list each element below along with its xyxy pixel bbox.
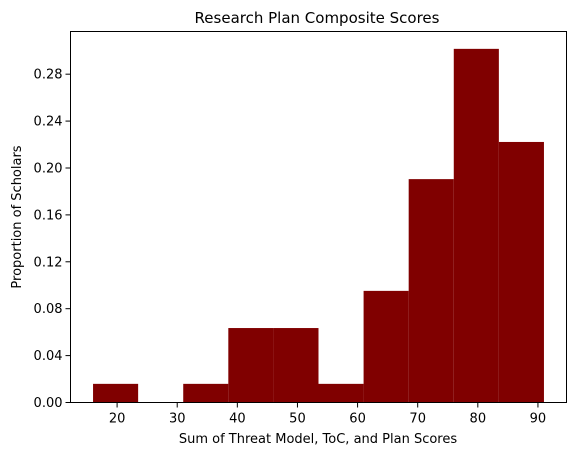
histogram-bar-4 [273, 328, 319, 403]
chart-title: Research Plan Composite Scores [195, 9, 440, 27]
histogram-bar-5 [318, 383, 364, 403]
histogram-bar-9 [498, 141, 544, 403]
y-tick-label-2: 0.08 [34, 302, 63, 317]
x-axis-ticks: 20 30 40 50 60 70 80 90 [109, 402, 547, 427]
histogram-bars [93, 48, 544, 403]
histogram-bar-8 [453, 48, 499, 403]
x-tick-label-2: 40 [229, 412, 246, 427]
y-tick-label-1: 0.04 [34, 349, 63, 364]
x-tick-label-3: 50 [289, 412, 306, 427]
y-tick-label-3: 0.12 [34, 255, 63, 270]
y-tick-label-4: 0.16 [34, 208, 63, 223]
x-tick-label-5: 70 [409, 412, 426, 427]
plot-frame [70, 31, 567, 403]
x-tick-label-0: 20 [109, 412, 126, 427]
x-axis-label: Sum of Threat Model, ToC, and Plan Score… [179, 432, 457, 447]
x-tick-label-7: 90 [530, 412, 547, 427]
y-tick-label-7: 0.28 [34, 68, 63, 83]
y-axis-label: Proportion of Scholars [10, 145, 25, 288]
x-tick-label-4: 60 [349, 412, 366, 427]
histogram-bar-2 [183, 383, 229, 403]
histogram-bar-6 [363, 290, 409, 403]
histogram-bar-7 [408, 179, 454, 403]
y-tick-label-6: 0.24 [34, 115, 63, 130]
histogram-bar-3 [228, 328, 274, 403]
y-tick-label-0: 0.00 [34, 396, 63, 411]
y-axis-ticks: 0.00 0.04 0.08 0.12 0.16 0.20 0.24 0.28 [34, 68, 71, 411]
y-tick-label-5: 0.20 [34, 161, 63, 176]
histogram-bar-0 [93, 383, 139, 403]
x-tick-label-1: 30 [169, 412, 186, 427]
x-tick-label-6: 80 [470, 412, 487, 427]
